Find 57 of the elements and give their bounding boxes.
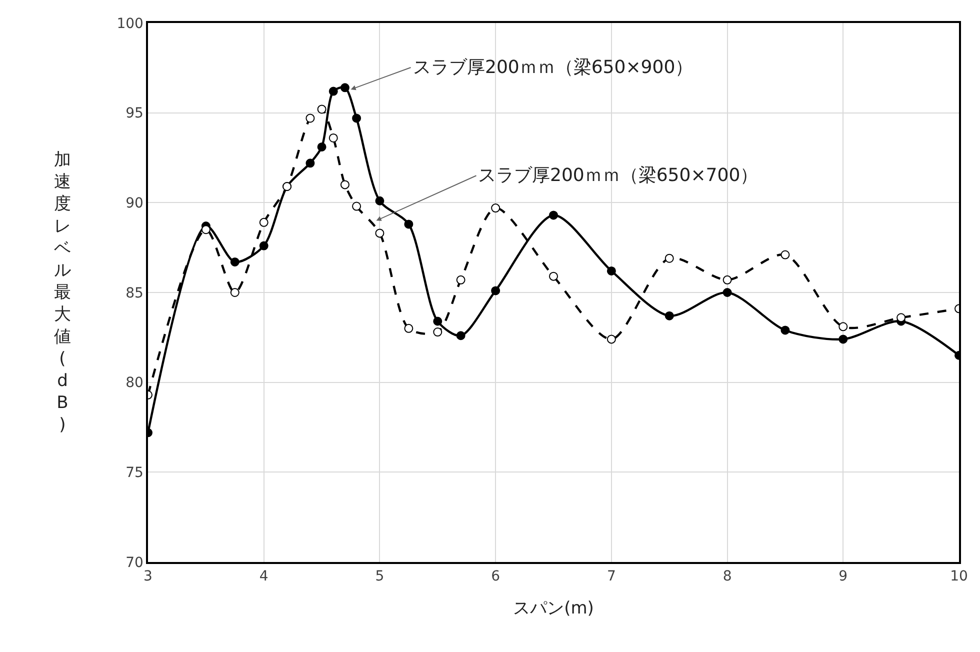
point [317,142,326,152]
point [259,218,268,227]
x-tick-label: 10 [950,568,968,585]
annotation: スラブ厚200ｍｍ（梁650×700） [478,165,758,186]
point [780,326,790,335]
point [549,272,558,281]
point [549,210,558,220]
point [306,158,315,168]
point [780,250,790,260]
point [230,257,240,266]
y-tick-label: 70 [126,554,144,571]
point [340,83,350,92]
point [201,225,210,234]
y-tick-label: 100 [116,16,144,32]
point [404,220,414,229]
point [433,328,442,337]
point [306,114,315,123]
point [375,228,384,238]
point [664,254,674,263]
point [340,180,350,190]
point [375,196,384,206]
point [838,322,848,332]
point [491,286,500,296]
point [606,334,616,344]
x-tick-label: 4 [259,568,268,585]
x-tick-label: 3 [144,568,152,585]
point [456,331,466,340]
point [491,204,500,213]
x-tick-label: 5 [375,568,384,585]
x-tick-label: 7 [606,568,616,585]
point [722,288,732,297]
y-tick-label: 90 [126,196,144,212]
y-tick-label: 80 [126,375,144,392]
point [352,202,362,211]
point [433,316,442,326]
point [230,288,240,297]
x-axis-title: スパン(m) [513,598,594,618]
y-tick-label: 95 [126,106,144,122]
annotation: スラブ厚200ｍｍ（梁650×900） [413,57,694,78]
y-tick-label: 85 [126,285,144,302]
point [404,324,414,333]
x-tick-label: 6 [491,568,500,585]
x-tick-label: 9 [838,568,848,585]
point [896,313,906,322]
point [259,241,268,250]
point [328,133,338,142]
x-tick-label: 8 [722,568,732,585]
point [606,266,616,276]
y-tick-label: 75 [126,465,144,482]
point [317,104,326,114]
point [722,275,732,284]
text: 加速度レベル最大値(dB) [54,150,71,436]
point [352,114,362,123]
point [328,86,338,96]
point [838,334,848,344]
point [456,275,466,284]
point [664,311,674,320]
